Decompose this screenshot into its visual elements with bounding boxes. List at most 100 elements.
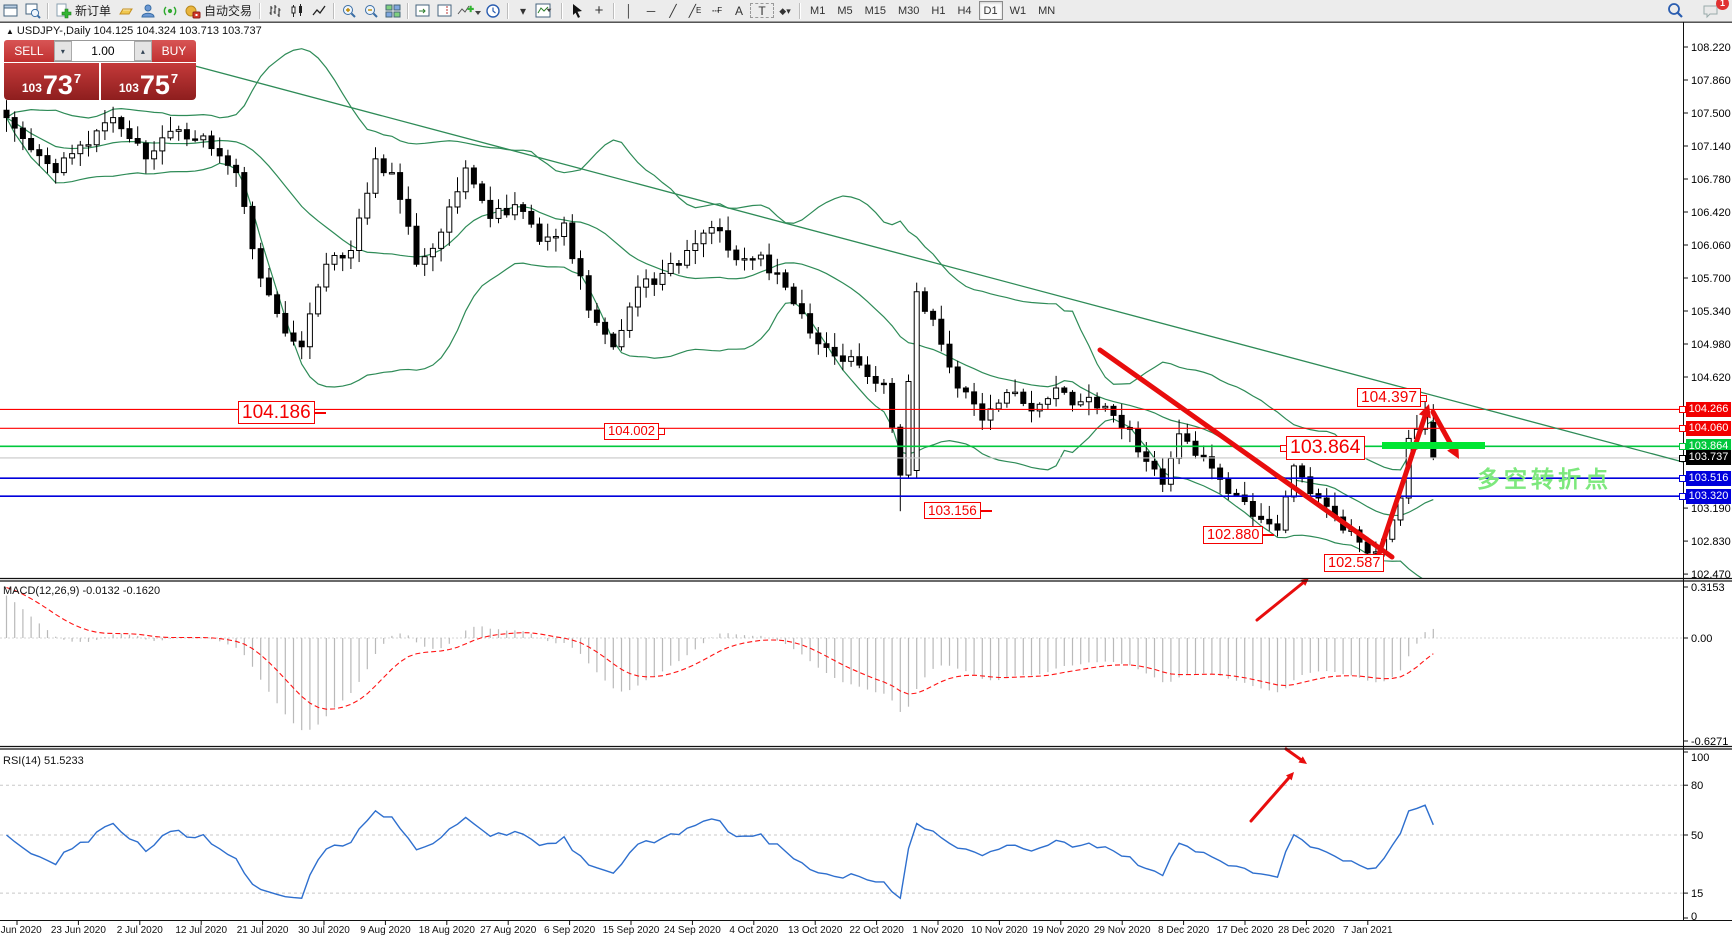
- auto-scroll-icon[interactable]: [412, 2, 434, 20]
- new-chart-icon[interactable]: [0, 2, 22, 20]
- buy-button[interactable]: BUY: [151, 40, 196, 62]
- candle: [93, 130, 100, 146]
- price-label-103156[interactable]: 103.156: [924, 502, 992, 520]
- drawings-layer[interactable]: [194, 65, 1684, 823]
- svg-text:106.420: 106.420: [1691, 207, 1731, 219]
- new-order-icon[interactable]: [52, 2, 74, 20]
- price-label-102880[interactable]: 102.880: [1203, 526, 1275, 545]
- candle: [872, 375, 879, 384]
- date-tick-label: 21 Jul 2020: [236, 925, 289, 936]
- pivot-point-note[interactable]: 多空转折点: [1477, 466, 1612, 492]
- trendline-tool-icon[interactable]: ╱: [669, 3, 677, 18]
- candle: [306, 313, 313, 348]
- tile-windows-icon[interactable]: [382, 2, 404, 20]
- date-tick-label: 4 Jun 2020: [0, 925, 42, 936]
- chart-shift-icon[interactable]: [434, 2, 456, 20]
- price-label-104397[interactable]: 104.397: [1357, 388, 1428, 408]
- signals-icon[interactable]: [159, 2, 181, 20]
- community-icon[interactable]: [137, 2, 159, 20]
- candle: [987, 408, 994, 421]
- volume-increase-button[interactable]: ▴: [133, 41, 152, 61]
- period-clock-icon[interactable]: [482, 2, 504, 20]
- candle: [470, 167, 477, 185]
- candle: [921, 291, 928, 312]
- volume-decrease-button[interactable]: ▾: [53, 41, 72, 61]
- add-indicator-icon[interactable]: [456, 2, 482, 20]
- timeframe-button-M15[interactable]: M15: [864, 4, 886, 17]
- volume-input[interactable]: [71, 41, 134, 61]
- timeframe-button-M1[interactable]: M1: [810, 4, 826, 17]
- indicator-window-icon[interactable]: [534, 2, 558, 20]
- date-tick-label: 12 Jul 2020: [175, 925, 228, 936]
- price-label-104002[interactable]: 104.002: [604, 423, 665, 440]
- candle: [1003, 392, 1010, 404]
- candle: [1258, 515, 1265, 520]
- text-label-tool-icon[interactable]: T: [750, 3, 775, 18]
- candle: [85, 144, 92, 147]
- macd-layer: [0, 587, 1683, 731]
- timeframe-button-M5[interactable]: M5: [837, 4, 853, 17]
- candle: [708, 227, 715, 234]
- vertical-line-tool-icon[interactable]: │: [625, 3, 633, 18]
- candle: [1274, 523, 1281, 531]
- sell-button[interactable]: SELL: [4, 40, 54, 62]
- symbol-ohlc-header: ▲ USDJPY-,Daily 104.125 104.324 103.713 1…: [6, 25, 262, 37]
- zoom-out-icon[interactable]: [360, 2, 382, 20]
- candlestick-chart-icon[interactable]: [286, 2, 308, 20]
- new-order-label[interactable]: 新订单: [75, 4, 112, 18]
- timeframe-button-MN[interactable]: MN: [1038, 4, 1056, 17]
- timeframe-button-W1[interactable]: W1: [1009, 4, 1027, 17]
- date-tick-label: 17 Dec 2020: [1216, 925, 1274, 936]
- candle: [1020, 391, 1027, 404]
- cursor-tool-icon[interactable]: [566, 2, 588, 20]
- timeframe-button-D1[interactable]: D1: [978, 1, 1003, 20]
- candle: [946, 343, 953, 368]
- fibonacci-tool-icon[interactable]: ┄ F: [711, 3, 723, 18]
- zoom-in-icon[interactable]: [338, 2, 360, 20]
- candle: [667, 263, 674, 274]
- autotrading-label[interactable]: 自动交易: [204, 4, 253, 18]
- date-tick-label: 19 Nov 2020: [1032, 925, 1090, 936]
- candle: [487, 199, 494, 219]
- price-label-104186[interactable]: 104.186: [238, 401, 326, 425]
- chat-icon[interactable]: 1: [1700, 0, 1729, 20]
- search-icon[interactable]: [1664, 2, 1686, 20]
- candle: [552, 236, 559, 239]
- candle: [1266, 518, 1273, 525]
- equidistant-channel-tool-icon[interactable]: ╱ E: [688, 3, 702, 18]
- candle: [938, 318, 945, 345]
- sell-price-display[interactable]: 103 73 7: [4, 63, 99, 100]
- price-label-102587[interactable]: 102.587: [1324, 554, 1385, 573]
- arrows-tool-icon[interactable]: ◆ ▾: [779, 5, 791, 16]
- gold-symbol-icon[interactable]: [115, 2, 137, 20]
- date-tick-label: 10 Nov 2020: [971, 925, 1028, 936]
- chart-preview-icon[interactable]: [22, 2, 44, 20]
- candle: [807, 313, 814, 334]
- axis-price-tag-104.060: 104.060: [1679, 420, 1731, 436]
- candle: [315, 286, 322, 315]
- candle: [19, 127, 26, 140]
- text-tool-icon[interactable]: A: [735, 3, 744, 18]
- svg-text:102.470: 102.470: [1691, 569, 1731, 581]
- date-axis[interactable]: 4 Jun 2020 23 Jun 2020 2 Jul 2020 12 Jul 20…: [0, 922, 1732, 942]
- svg-text:108.220: 108.220: [1691, 42, 1731, 54]
- candle: [897, 426, 904, 476]
- bar-chart-icon[interactable]: [264, 2, 286, 20]
- timeframe-button-M30[interactable]: M30: [898, 4, 920, 17]
- timeframe-button-H1[interactable]: H1: [931, 4, 946, 17]
- timeframe-button-H4[interactable]: H4: [957, 4, 972, 17]
- horizontal-line-tool-icon[interactable]: ─: [646, 3, 656, 18]
- collapse-caret-icon[interactable]: ▲: [6, 27, 14, 36]
- toolbar-separator: [47, 2, 49, 19]
- autotrading-icon[interactable]: [181, 2, 203, 20]
- buy-price-point: 7: [170, 71, 179, 86]
- candle: [913, 291, 920, 472]
- buy-price-display[interactable]: 103 75 7: [101, 63, 196, 100]
- crosshair-tool-icon[interactable]: +: [594, 1, 604, 19]
- price-label-103864[interactable]: 103.864: [1280, 436, 1365, 460]
- templates-dropdown-icon[interactable]: ▾: [520, 3, 527, 18]
- line-chart-icon[interactable]: [308, 2, 330, 20]
- date-tick-label: 23 Jun 2020: [50, 925, 106, 936]
